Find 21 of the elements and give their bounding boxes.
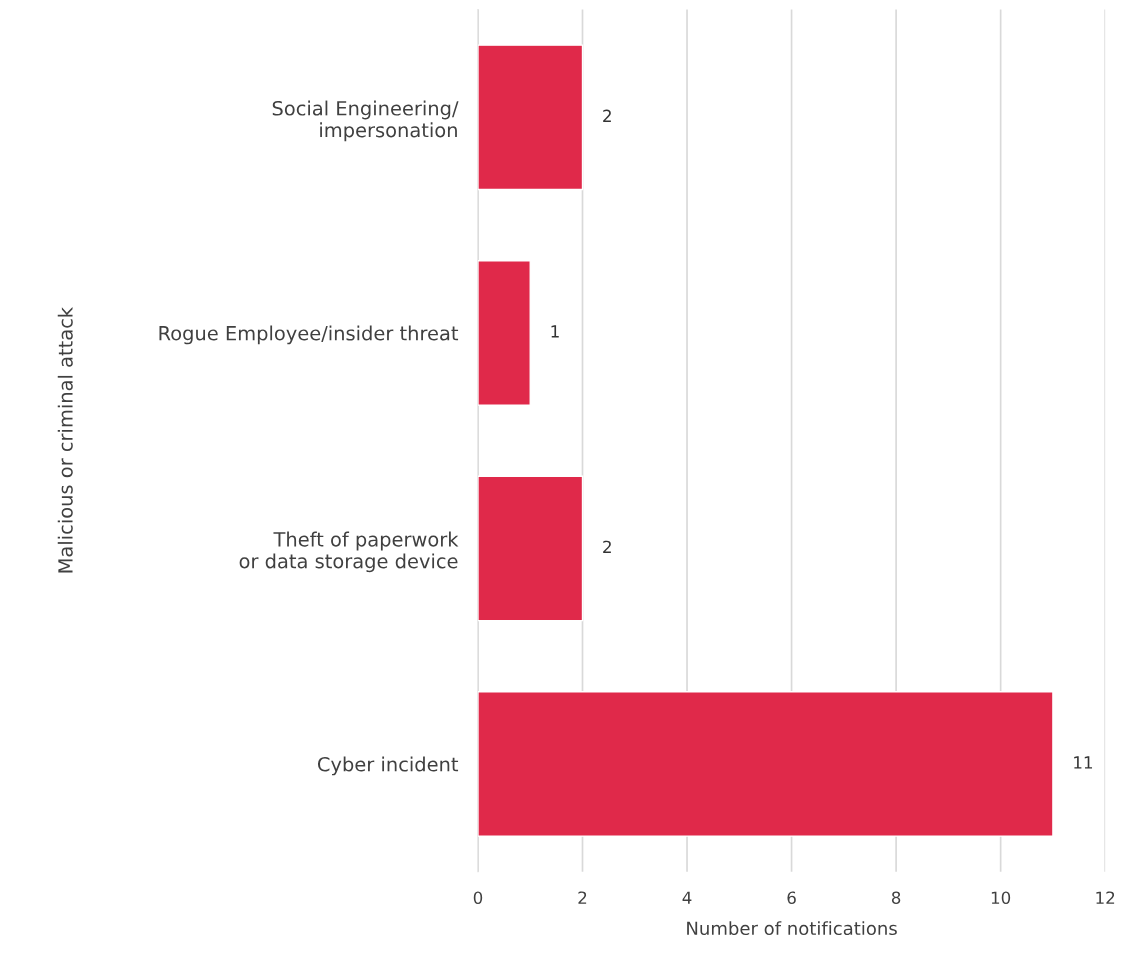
x-tick-label: 6: [787, 891, 796, 905]
bar: [477, 44, 584, 191]
x-tick-label: 0: [473, 891, 483, 905]
x-tick-label: 8: [891, 891, 901, 905]
x-tick-label: 2: [578, 891, 587, 904]
x-tick-label: 4: [682, 891, 692, 904]
data-label: 1: [551, 325, 559, 338]
x-tick-label: 12: [1096, 891, 1115, 904]
y-tick-label: Rogue Employee/insider threat: [159, 325, 459, 345]
y-tick-label: Social Engineering/ impersonation: [272, 100, 459, 142]
bar: [477, 259, 531, 406]
x-axis-title: Number of notifications: [687, 921, 897, 936]
data-label: 2: [603, 109, 611, 122]
data-label: 11: [1074, 756, 1093, 769]
x-tick-label: 10: [991, 891, 1011, 905]
y-tick-label: Theft of paperwork or data storage device: [239, 531, 459, 573]
y-tick-label: Cyber incident: [317, 756, 459, 776]
bar: [477, 691, 1054, 837]
bar: [477, 475, 584, 622]
y-axis-title: Malicious or criminal attack: [57, 306, 73, 573]
data-label: 2: [603, 540, 611, 553]
